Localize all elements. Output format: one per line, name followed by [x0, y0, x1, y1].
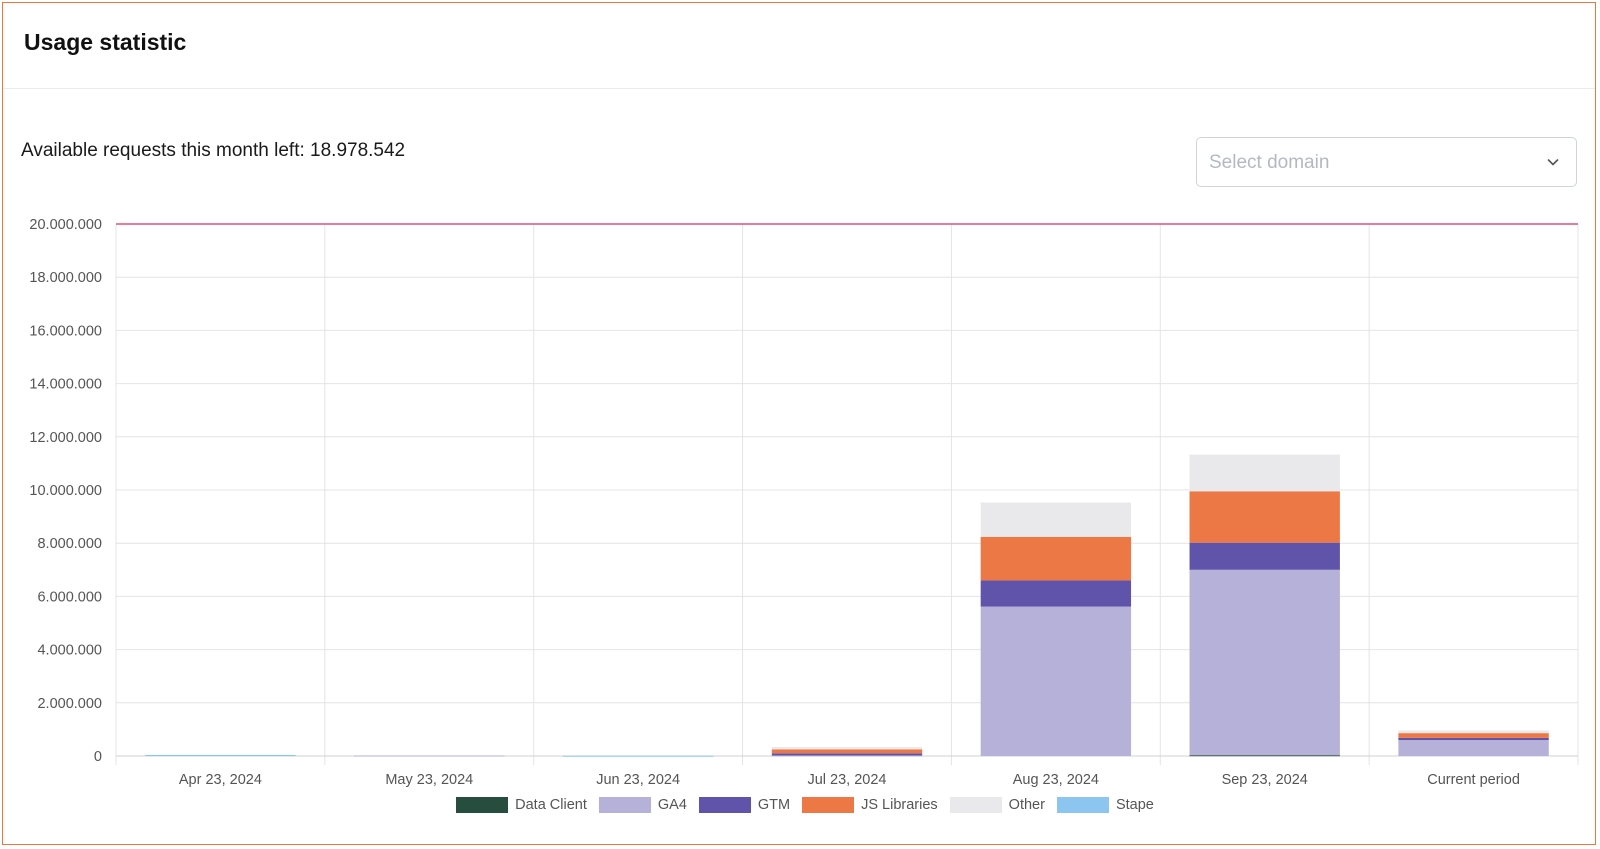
chart-legend: Data Client GA4 GTM JS Libraries Other Stape — [0, 794, 1600, 816]
legend-swatch — [456, 797, 509, 813]
legend-item-data-client[interactable]: Data Client — [456, 797, 587, 813]
domain-select-placeholder: Select domain — [1209, 152, 1330, 173]
legend-item-js-libraries[interactable]: JS Libraries — [802, 797, 938, 813]
legend-swatch — [1056, 797, 1109, 813]
legend-item-other[interactable]: Other — [949, 797, 1045, 813]
domain-select[interactable]: Select domain — [1196, 137, 1577, 187]
legend-swatch — [698, 797, 751, 813]
legend-label: Stape — [1115, 797, 1154, 813]
legend-label: Other — [1008, 797, 1045, 813]
legend-item-gtm[interactable]: GTM — [698, 797, 791, 813]
legend-item-stape[interactable]: Stape — [1056, 797, 1154, 813]
legend-label: GTM — [757, 797, 791, 813]
legend-label: GA4 — [657, 797, 687, 813]
legend-item-ga4[interactable]: GA4 — [598, 797, 687, 813]
legend-swatch — [802, 797, 855, 813]
available-requests-text: Available requests this month left: 18.9… — [21, 140, 406, 161]
legend-swatch — [598, 797, 651, 813]
legend-swatch — [949, 797, 1002, 813]
chevron-down-icon — [1547, 159, 1559, 166]
card-header: Usage statistic — [3, 3, 1595, 89]
page-title: Usage statistic — [24, 29, 187, 55]
legend-label: Data Client — [515, 797, 587, 813]
legend-label: JS Libraries — [861, 797, 938, 813]
